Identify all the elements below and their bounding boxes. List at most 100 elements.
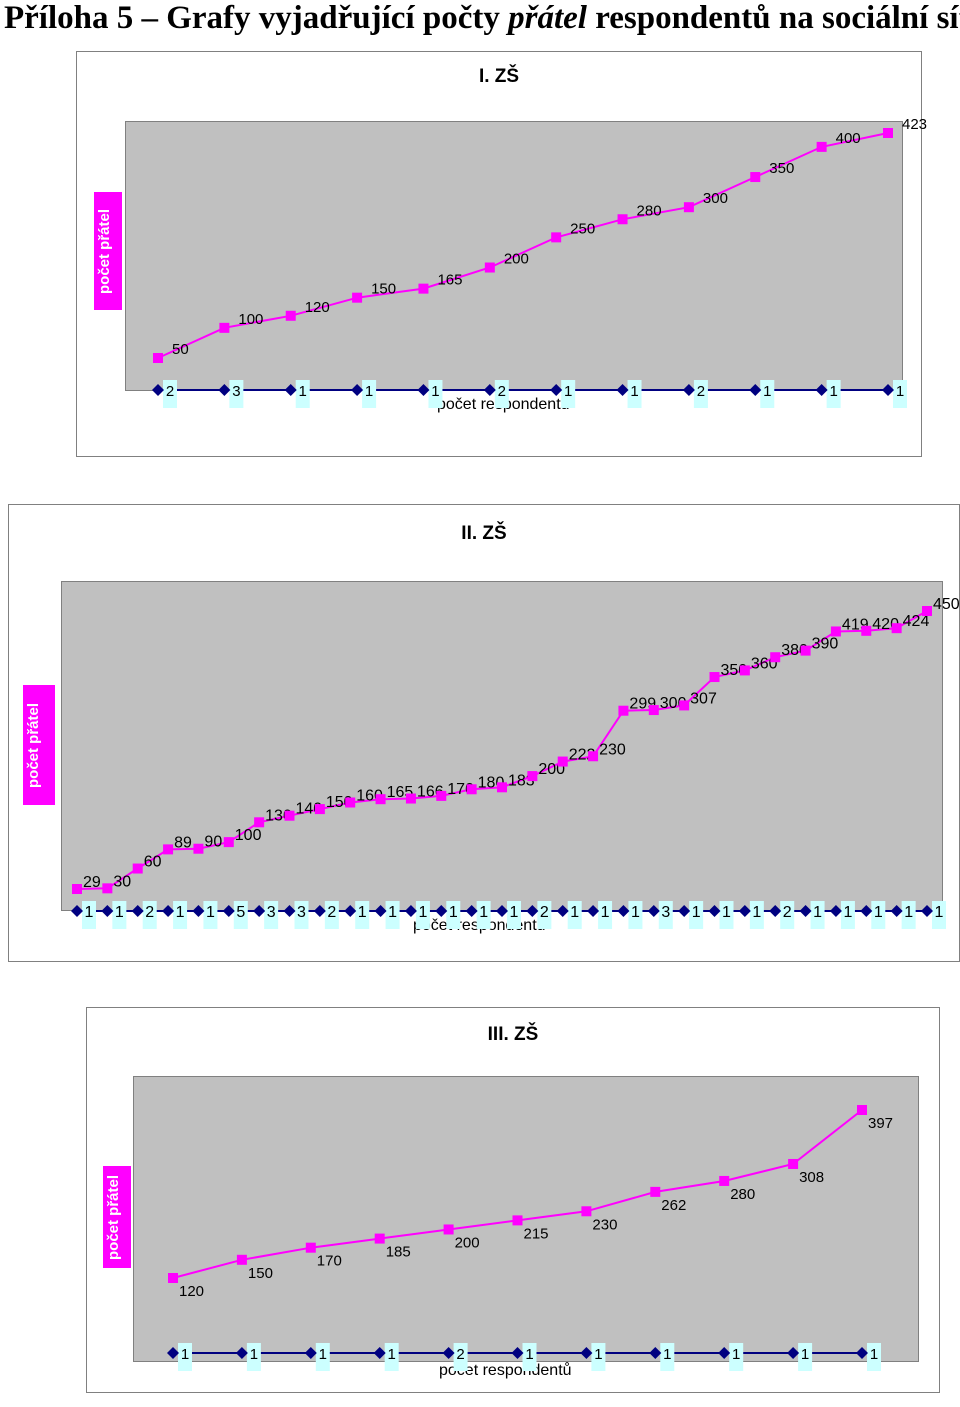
respondents-data-label: 1: [176, 904, 185, 921]
friends-data-label: 100: [235, 827, 262, 844]
respondents-data-label: 1: [85, 904, 94, 921]
respondent-label-bg: [295, 380, 310, 408]
friends-point: [314, 804, 325, 815]
respondents-point: [71, 905, 83, 917]
respondent-label-bg: [893, 380, 907, 408]
friends-point: [527, 771, 538, 782]
friends-point: [405, 793, 416, 804]
respondents-point: [511, 1347, 524, 1359]
respondents-point: [921, 905, 933, 917]
respondents-data-label: 2: [540, 904, 549, 921]
respondent-label-bg: [173, 901, 188, 929]
respondent-label-bg: [689, 901, 704, 929]
respondents-data-label: 1: [358, 904, 367, 921]
respondents-point: [856, 1347, 868, 1359]
friends-point: [683, 202, 694, 213]
respondents-data-label: 1: [870, 1346, 878, 1363]
friends-point: [236, 1254, 247, 1265]
friends-data-label: 350: [769, 160, 794, 177]
friends-point: [588, 751, 599, 762]
respondent-label-bg: [82, 901, 96, 929]
chart-title: III. ZŠ: [487, 1024, 539, 1045]
friends-point: [284, 810, 295, 821]
friends-data-label: 89: [174, 834, 192, 851]
respondents-data-label: 1: [206, 904, 215, 921]
friends-data-label: 230: [599, 741, 626, 758]
respondents-data-label: 1: [601, 904, 610, 921]
friends-data-label: 262: [661, 1197, 686, 1214]
respondents-data-label: 1: [813, 904, 822, 921]
respondents-point: [678, 905, 691, 917]
respondents-data-label: 1: [732, 1346, 740, 1363]
respondent-label-bg: [760, 380, 775, 408]
friends-data-label: 423: [902, 116, 927, 133]
respondents-point: [442, 1347, 455, 1359]
friends-point: [254, 817, 265, 828]
respondent-label-bg: [233, 901, 248, 929]
respondent-label-bg: [561, 380, 576, 408]
respondents-data-label: 1: [564, 383, 572, 400]
respondents-point: [167, 1347, 179, 1359]
respondent-label-bg: [476, 901, 491, 929]
respondents-point: [708, 905, 721, 917]
chart-title: I. ZŠ: [478, 66, 520, 87]
friends-data-label: 185: [386, 1244, 411, 1261]
friends-point: [770, 652, 781, 663]
respondents-data-label: 1: [801, 1346, 809, 1363]
respondents-data-label: 1: [365, 383, 373, 400]
respondents-data-label: 3: [232, 383, 240, 400]
respondents-data-label: 1: [388, 904, 397, 921]
respondents-point: [162, 905, 175, 917]
respondents-data-label: 1: [874, 904, 883, 921]
friends-point: [750, 172, 761, 183]
friends-point: [285, 310, 296, 321]
respondents-data-label: 1: [630, 383, 638, 400]
friends-point: [219, 322, 230, 333]
friends-point: [223, 837, 234, 848]
respondents-data-label: 1: [663, 1346, 671, 1363]
friends-point: [719, 1175, 730, 1186]
respondent-label-bg: [264, 901, 279, 929]
respondents-point: [860, 905, 873, 917]
friends-data-label: 280: [637, 202, 662, 219]
friends-point: [857, 1105, 867, 1115]
friends-point: [557, 756, 568, 767]
respondents-data-label: 3: [297, 904, 306, 921]
respondents-data-label: 1: [843, 904, 852, 921]
respondents-data-label: 1: [763, 383, 771, 400]
respondents-data-label: 5: [236, 904, 245, 921]
friends-point: [374, 1233, 385, 1244]
friends-point: [922, 606, 932, 616]
friends-data-label: 300: [703, 190, 728, 207]
respondents-point: [283, 905, 296, 917]
respondents-point: [131, 905, 144, 917]
respondents-point: [682, 384, 695, 396]
respondent-label-bg: [415, 901, 430, 929]
page-title-part2: respondentů na sociální síti: [586, 0, 960, 36]
friends-point: [679, 700, 690, 711]
friends-data-label: 424: [903, 613, 930, 630]
friends-point: [648, 705, 659, 716]
respondents-point: [344, 905, 357, 917]
friends-point: [375, 794, 386, 805]
friends-data-label: 120: [179, 1283, 204, 1300]
friends-data-label: 60: [144, 854, 162, 871]
friends-data-label: 307: [690, 690, 717, 707]
respondent-label-bg: [453, 1343, 468, 1371]
respondent-label-bg: [729, 1343, 744, 1371]
respondent-label-bg: [203, 901, 218, 929]
chart-svg: 2 3 1 1 1 2 1 1 2 1 1 15010012015016520025028030035…: [152, 116, 927, 408]
respondents-point: [235, 1347, 248, 1359]
friends-data-label: 390: [812, 636, 839, 653]
friends-series-line: [157, 132, 889, 359]
respondents-point: [483, 384, 496, 396]
respondents-point: [465, 905, 478, 917]
respondents-data-label: 3: [661, 904, 670, 921]
respondents-point: [616, 384, 629, 396]
friends-point: [618, 705, 629, 716]
respondents-point: [890, 905, 903, 917]
respondents-data-label: 1: [250, 1346, 258, 1363]
respondents-data-label: 1: [449, 904, 458, 921]
